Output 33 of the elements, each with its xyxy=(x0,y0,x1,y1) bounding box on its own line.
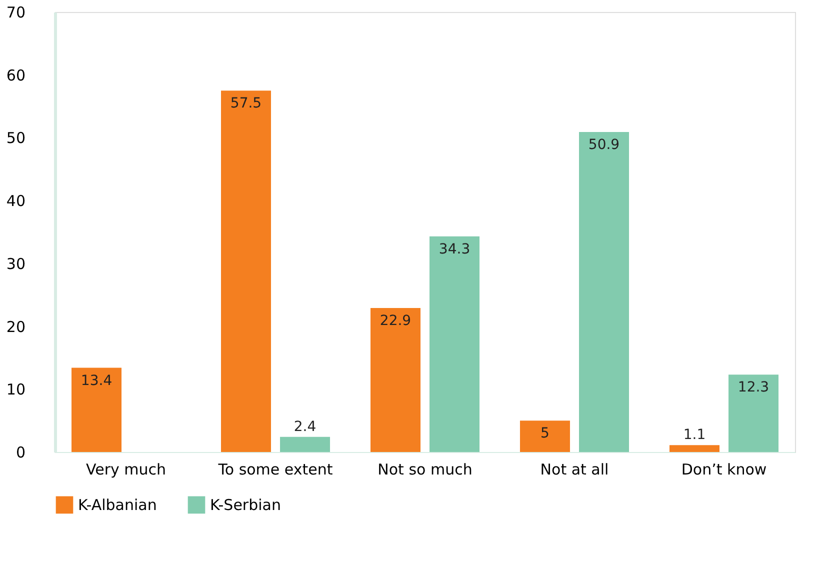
x-tick-label: Not at all xyxy=(540,460,609,478)
y-tick-label: 60 xyxy=(6,66,26,84)
y-tick-label: 30 xyxy=(6,254,26,273)
data-label: 13.4 xyxy=(80,372,112,389)
legend-label: K-Albanian xyxy=(78,496,157,514)
bar xyxy=(579,132,629,452)
y-tick-label: 10 xyxy=(6,380,26,399)
data-label: 2.4 xyxy=(294,418,316,435)
bar xyxy=(221,90,271,452)
bar xyxy=(370,308,420,452)
bar xyxy=(72,368,122,452)
data-label: 50.9 xyxy=(588,137,620,154)
y-tick-label: 50 xyxy=(6,129,26,148)
y-tick-label: 70 xyxy=(6,4,26,22)
data-label: 57.5 xyxy=(230,96,262,112)
x-tick-label: Not so much xyxy=(378,460,472,478)
y-tick-label: 20 xyxy=(6,318,26,336)
x-tick-label: To some extent xyxy=(217,460,333,478)
bar xyxy=(669,445,720,452)
data-label: 22.9 xyxy=(380,313,412,330)
bar xyxy=(520,420,570,452)
data-label: 1.1 xyxy=(683,427,706,444)
y-tick-label: 0 xyxy=(16,444,26,462)
x-tick-label: Very much xyxy=(86,460,166,478)
data-label: 12.3 xyxy=(738,380,770,396)
bar xyxy=(430,236,480,452)
y-tick-label: 40 xyxy=(6,192,26,210)
x-tick-label: Don’t know xyxy=(681,460,767,478)
bar xyxy=(728,374,778,452)
bar xyxy=(280,436,330,452)
data-label: 5 xyxy=(540,426,550,442)
data-label: 34.3 xyxy=(438,241,470,258)
legend-label: K-Serbian xyxy=(210,496,281,514)
